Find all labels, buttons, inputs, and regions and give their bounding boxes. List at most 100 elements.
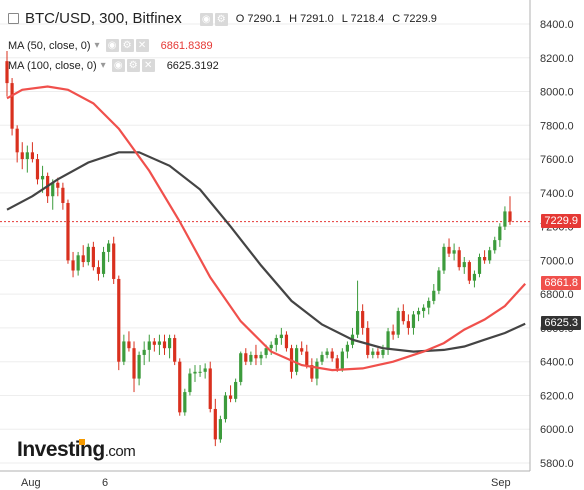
candle [391, 324, 395, 340]
candle [345, 341, 350, 359]
candle [472, 270, 477, 288]
candle [157, 334, 162, 355]
last-price-tag: 7229.9 [541, 213, 581, 228]
candle [112, 236, 116, 285]
y-tick-label: 5800.0 [540, 458, 574, 470]
ma100-value: 6625.3192 [166, 59, 219, 72]
y-tick-label: 7000.0 [540, 255, 574, 267]
x-tick-label: Aug [21, 477, 41, 489]
candle [259, 351, 263, 366]
candle [396, 307, 400, 339]
candle [488, 246, 492, 264]
candle [503, 206, 507, 230]
gridlines [0, 23, 530, 464]
low-value: L 7218.4 [341, 12, 385, 25]
y-tick-label: 6400.0 [540, 357, 574, 369]
symbol-title: BTC/USD, 300, Bitfinex [25, 10, 182, 27]
gear-icon[interactable]: ⚙ [120, 39, 134, 52]
candle [340, 348, 344, 372]
gear-icon[interactable]: ⚙ [214, 13, 228, 26]
close-icon[interactable]: ✕ [141, 59, 155, 72]
candle [203, 363, 207, 379]
candle [279, 327, 283, 345]
x-tick-label: 6 [102, 477, 108, 489]
candle [386, 327, 390, 355]
candle [284, 331, 289, 352]
candles [5, 51, 512, 447]
y-tick-label: 6800.0 [540, 289, 574, 301]
y-tick-label: 8400.0 [540, 19, 574, 31]
candle [107, 240, 111, 263]
eye-icon[interactable]: ◉ [105, 39, 119, 52]
x-tick-labels: Aug 6 Sep [21, 477, 511, 489]
candle [81, 245, 85, 268]
candle [127, 331, 131, 352]
ma100-legend: MA (100, close, 0) ▾ ◉ ⚙ ✕ 6625.3192 [8, 59, 219, 72]
candle [508, 196, 512, 225]
collapse-icon[interactable] [8, 13, 19, 24]
candle [91, 241, 95, 271]
candle [376, 348, 380, 359]
candle [234, 378, 238, 403]
candle [218, 415, 222, 443]
eye-icon[interactable]: ◉ [111, 59, 125, 72]
logo-brand: Investing [17, 438, 105, 461]
candle [330, 348, 334, 362]
candle [249, 351, 253, 366]
candle [300, 341, 304, 355]
candle [310, 358, 314, 382]
candle [76, 251, 80, 276]
y-tick-label: 6200.0 [540, 390, 574, 402]
candle [355, 280, 360, 339]
eye-icon[interactable]: ◉ [199, 13, 213, 26]
candle [366, 321, 370, 359]
ohlc-values: O 7290.1 H 7291.0 L 7218.4 C 7229.9 [236, 13, 442, 25]
candle [132, 341, 136, 393]
gear-icon[interactable]: ⚙ [126, 59, 140, 72]
candle [20, 142, 24, 170]
chevron-down-icon[interactable]: ▾ [94, 40, 100, 51]
candle [477, 253, 482, 278]
candle [193, 365, 197, 382]
candle [254, 344, 258, 366]
candle [198, 365, 202, 377]
candle [401, 304, 405, 325]
candle [15, 125, 19, 163]
candle [416, 307, 421, 322]
close-icon[interactable]: ✕ [135, 39, 149, 52]
candle [223, 392, 228, 423]
candle [406, 314, 410, 335]
x-tick-label: Sep [491, 477, 511, 489]
chevron-down-icon[interactable]: ▾ [100, 60, 106, 71]
ma50-line [6, 85, 527, 372]
candle [452, 243, 456, 261]
candle [183, 388, 187, 416]
open-value: O 7290.1 [235, 12, 281, 25]
candle [167, 334, 172, 359]
candle [371, 348, 375, 359]
candle [5, 51, 9, 97]
candle [320, 351, 324, 366]
candle [244, 348, 248, 366]
candle [208, 361, 212, 413]
candle [71, 251, 75, 278]
ma50-value: 6861.8389 [160, 39, 213, 52]
ma50-price-tag: 6861.8 [541, 275, 581, 290]
candle [498, 223, 502, 247]
candle [437, 267, 441, 295]
candle [10, 78, 14, 136]
y-tick-label: 8000.0 [540, 87, 574, 99]
candle [137, 351, 141, 386]
high-value: H 7291.0 [289, 12, 334, 25]
candle [162, 334, 167, 355]
y-tick-label: 8200.0 [540, 53, 574, 65]
candle [493, 236, 497, 254]
candle [432, 284, 436, 305]
candle [66, 199, 70, 264]
candle [117, 275, 121, 371]
candle [142, 341, 146, 366]
y-tick-label: 7400.0 [540, 188, 574, 200]
candle [462, 257, 466, 274]
candle [274, 334, 278, 352]
